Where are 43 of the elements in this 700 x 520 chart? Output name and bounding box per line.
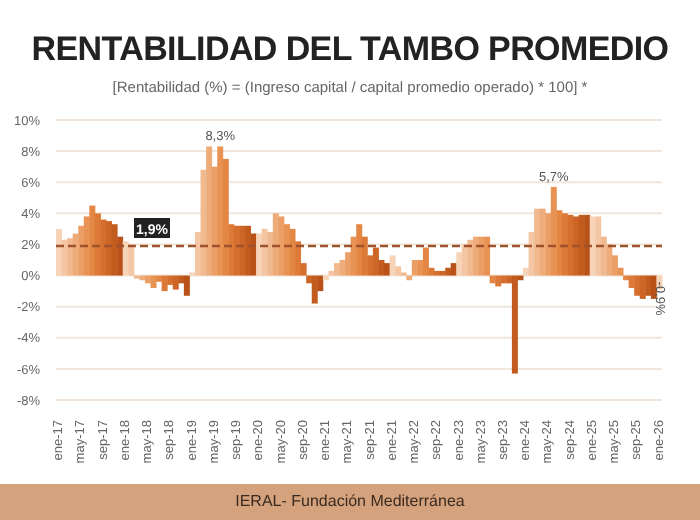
bar	[206, 146, 213, 276]
bar	[467, 239, 474, 276]
bar	[267, 232, 274, 276]
bar	[283, 224, 290, 276]
bar	[78, 225, 85, 276]
bar	[511, 275, 518, 374]
bar	[278, 216, 285, 276]
bar	[395, 266, 402, 276]
bar	[384, 263, 391, 276]
bar	[217, 146, 224, 276]
bar	[333, 263, 340, 276]
bar	[128, 244, 135, 276]
bar	[584, 214, 591, 276]
bar	[617, 267, 624, 276]
bar	[194, 232, 201, 276]
bar	[222, 158, 229, 276]
bar	[523, 267, 530, 276]
bar	[256, 233, 263, 276]
bar	[345, 252, 352, 276]
bar	[634, 275, 641, 296]
bar	[389, 255, 396, 276]
bar	[611, 255, 618, 276]
bar	[545, 213, 552, 276]
bar	[456, 252, 463, 276]
bar	[472, 236, 479, 276]
bar	[67, 238, 74, 276]
bar	[534, 208, 541, 276]
bar	[183, 275, 190, 296]
bar	[484, 236, 491, 276]
bar	[417, 260, 424, 276]
bar	[372, 247, 379, 276]
text: IERAL- Fundación Mediterránea	[0, 484, 700, 520]
bar	[606, 244, 613, 276]
bar	[422, 247, 429, 276]
bar	[328, 270, 335, 276]
bar	[172, 275, 179, 290]
bar	[595, 216, 602, 276]
bar	[311, 275, 318, 304]
bar	[56, 228, 62, 276]
bar	[445, 267, 452, 276]
bar	[434, 270, 441, 276]
chart-title: RENTABILIDAD DEL TAMBO PROMEDIO	[29, 28, 671, 70]
bar	[356, 224, 363, 276]
